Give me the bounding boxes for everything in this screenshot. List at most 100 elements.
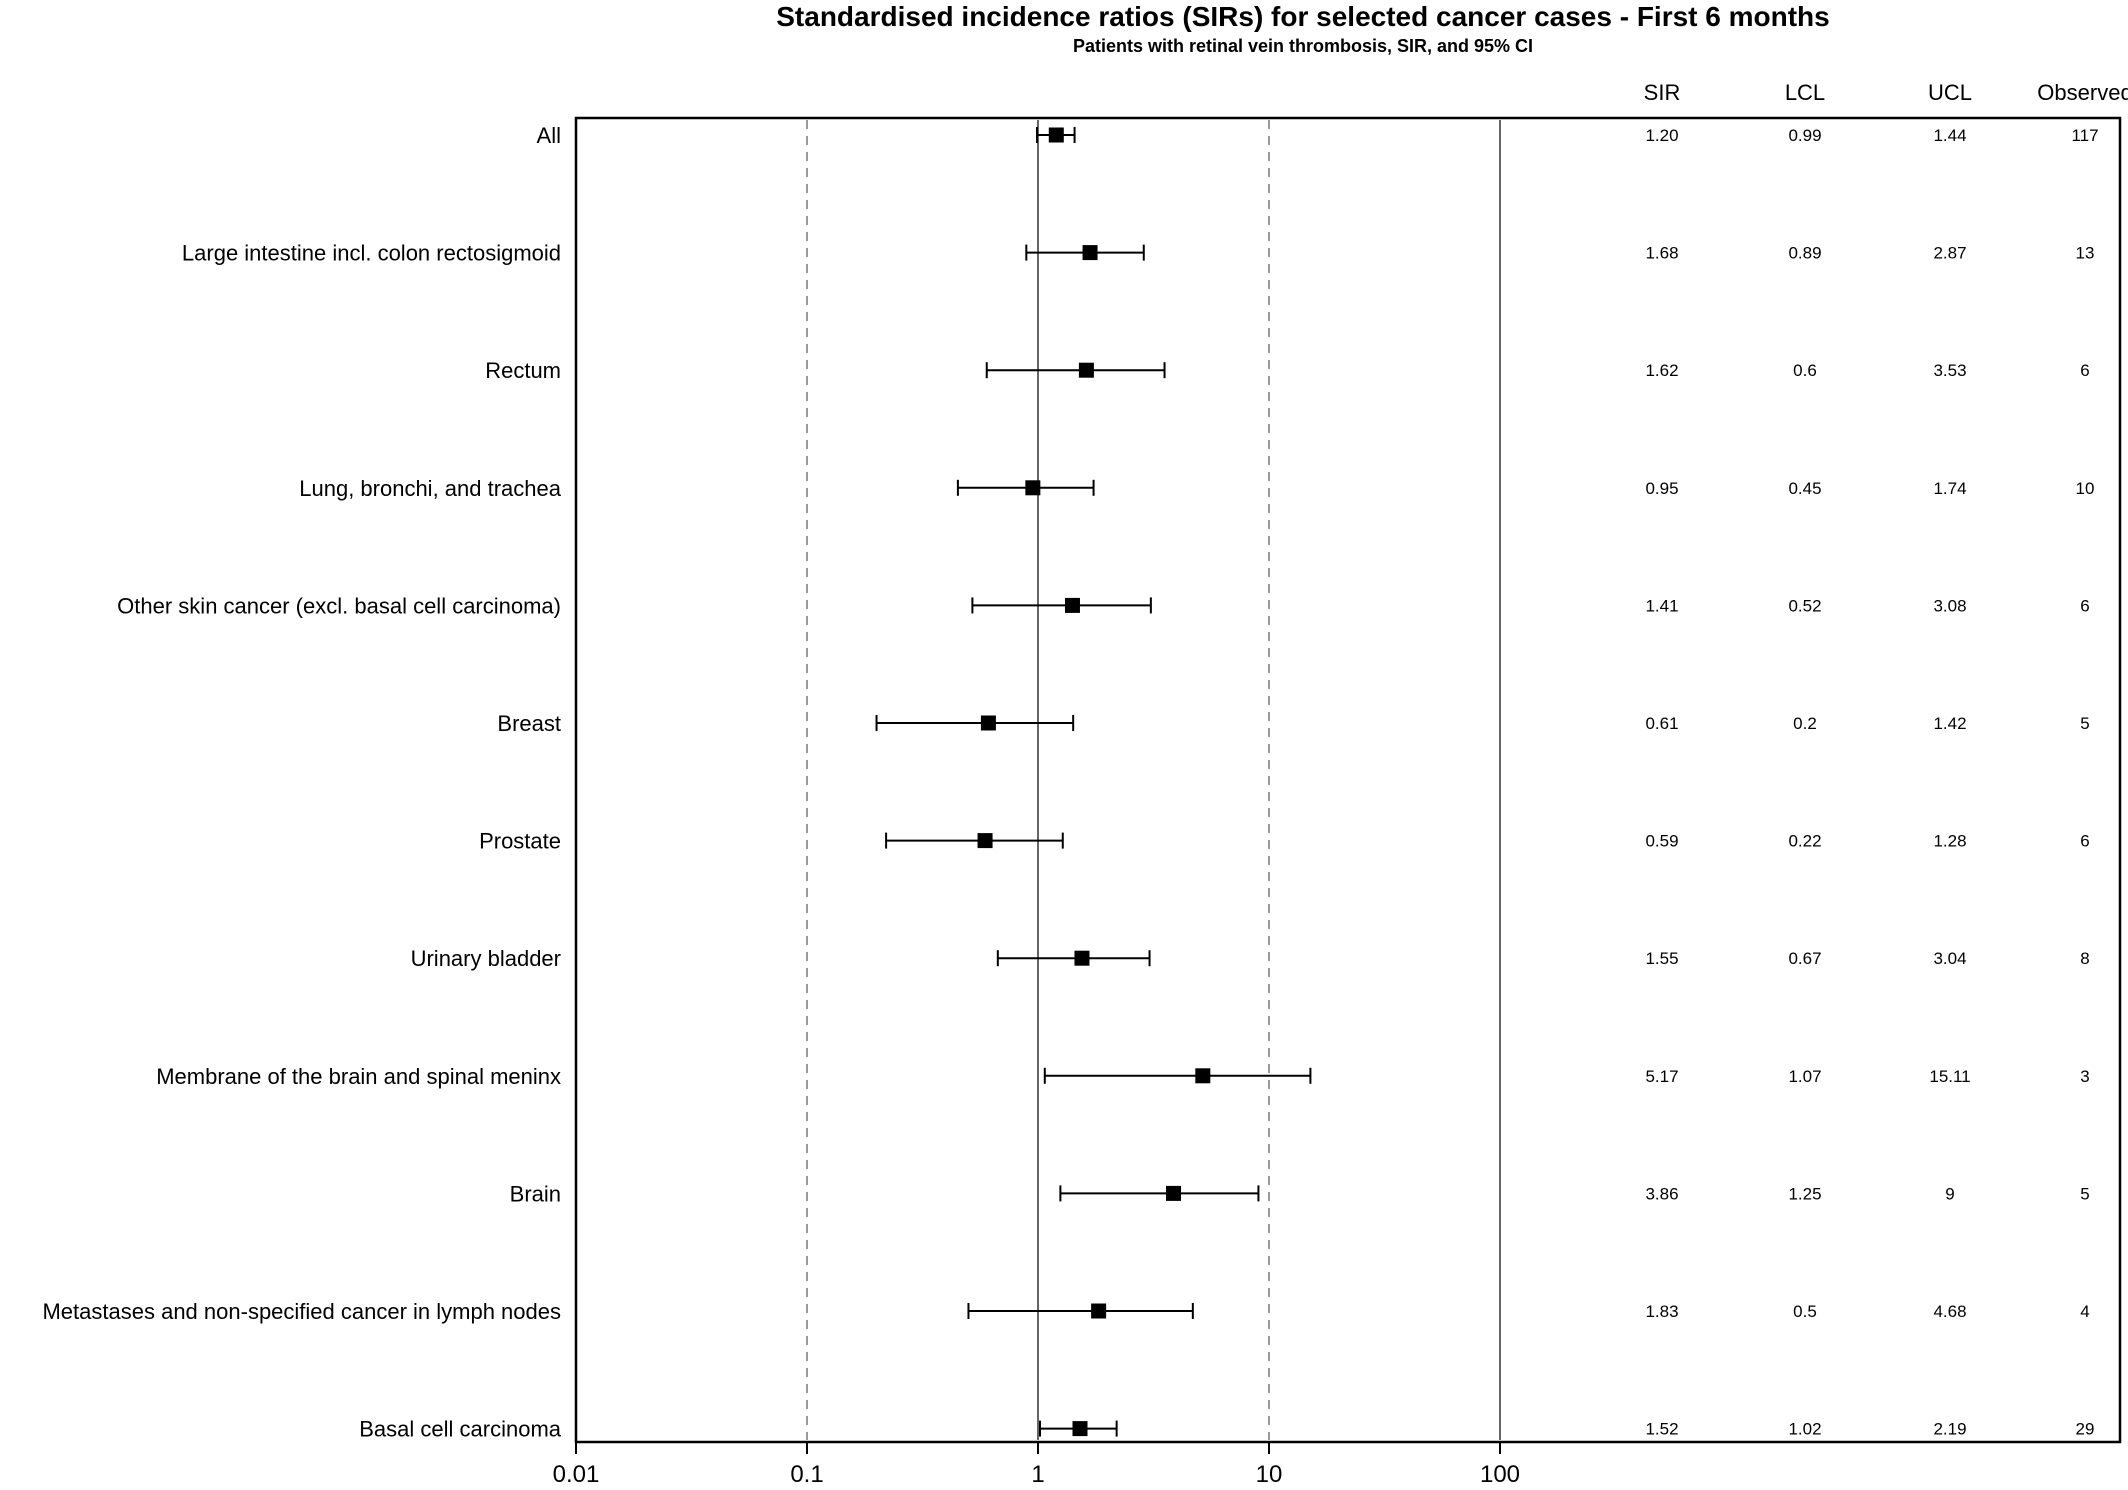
row-value-observed: 10 [2076, 479, 2095, 498]
row-value-ucl: 2.87 [1933, 244, 1966, 263]
row-label: Rectum [485, 358, 561, 383]
row-value-sir: 1.20 [1645, 126, 1678, 145]
row-value-ucl: 1.44 [1933, 126, 1966, 145]
row-value-sir: 1.68 [1645, 244, 1678, 263]
row-value-ucl: 3.04 [1933, 949, 1966, 968]
column-header-ucl: UCL [1928, 80, 1972, 105]
row-label: Metastases and non-specified cancer in l… [42, 1299, 561, 1324]
column-header-lcl: LCL [1785, 80, 1825, 105]
row-value-sir: 0.95 [1645, 479, 1678, 498]
x-tick-label: 10 [1256, 1461, 1283, 1488]
forest-row: Metastases and non-specified cancer in l… [42, 1299, 2089, 1324]
row-value-lcl: 0.67 [1788, 949, 1821, 968]
sir-point [1082, 245, 1098, 261]
row-label: Lung, bronchi, and trachea [299, 476, 562, 501]
row-value-sir: 1.41 [1645, 596, 1678, 615]
row-value-ucl: 1.42 [1933, 714, 1966, 733]
x-tick-label: 0.01 [553, 1461, 600, 1488]
row-label: Membrane of the brain and spinal meninx [156, 1064, 561, 1089]
sir-point [1064, 597, 1080, 613]
plot-frame [574, 116, 2122, 1444]
row-value-ucl: 3.53 [1933, 361, 1966, 380]
row-label: Brain [510, 1181, 561, 1206]
row-label: Basal cell carcinoma [359, 1417, 562, 1442]
x-tick-label: 0.1 [790, 1461, 823, 1488]
column-headers: SIR LCL UCL Observed [1644, 80, 2128, 105]
forest-row: Other skin cancer (excl. basal cell carc… [117, 593, 2090, 618]
row-value-lcl: 0.45 [1788, 479, 1821, 498]
sir-point [1091, 1303, 1107, 1319]
row-value-sir: 1.52 [1645, 1420, 1678, 1439]
row-value-lcl: 0.22 [1788, 832, 1821, 851]
x-tick-label: 1 [1031, 1461, 1044, 1488]
forest-row: Urinary bladder 1.55 0.67 3.04 8 [411, 946, 2090, 971]
sir-point [1074, 950, 1090, 966]
row-value-ucl: 1.74 [1933, 479, 1966, 498]
forest-row: Brain 3.86 1.25 9 5 [510, 1181, 2090, 1206]
sir-point [1166, 1185, 1182, 1201]
row-value-ucl: 1.28 [1933, 832, 1966, 851]
sir-point [1025, 480, 1041, 496]
row-value-observed: 13 [2076, 244, 2095, 263]
row-value-observed: 5 [2080, 714, 2089, 733]
row-label: Breast [497, 711, 561, 736]
row-value-sir: 5.17 [1645, 1067, 1678, 1086]
row-value-observed: 117 [2071, 126, 2098, 145]
row-value-sir: 0.61 [1645, 714, 1678, 733]
row-value-observed: 4 [2080, 1302, 2089, 1321]
sir-point [977, 833, 993, 849]
row-value-observed: 6 [2080, 832, 2089, 851]
row-value-ucl: 9 [1945, 1184, 1954, 1203]
sir-point [1078, 362, 1094, 378]
row-value-lcl: 0.6 [1793, 361, 1817, 380]
row-value-observed: 5 [2080, 1184, 2089, 1203]
row-value-lcl: 0.5 [1793, 1302, 1817, 1321]
row-value-sir: 0.59 [1645, 832, 1678, 851]
forest-row: Rectum 1.62 0.6 3.53 6 [485, 358, 2090, 383]
row-value-observed: 6 [2080, 361, 2089, 380]
forest-row: Large intestine incl. colon rectosigmoid… [182, 241, 2095, 266]
row-label: Prostate [479, 829, 561, 854]
column-header-observed: Observed [2037, 80, 2128, 105]
sir-point [1048, 127, 1064, 143]
chart-subtitle: Patients with retinal vein thrombosis, S… [1073, 36, 1533, 56]
row-value-lcl: 0.89 [1788, 244, 1821, 263]
reference-lines [806, 120, 1501, 1440]
chart-title: Standardised incidence ratios (SIRs) for… [776, 1, 1829, 32]
row-value-sir: 1.55 [1645, 949, 1678, 968]
row-value-lcl: 1.02 [1788, 1420, 1821, 1439]
row-value-lcl: 0.2 [1793, 714, 1817, 733]
row-value-lcl: 1.07 [1788, 1067, 1821, 1086]
row-value-sir: 1.62 [1645, 361, 1678, 380]
row-value-ucl: 15.11 [1929, 1067, 1970, 1086]
row-value-lcl: 0.99 [1788, 126, 1821, 145]
column-header-sir: SIR [1644, 80, 1681, 105]
forest-row: Basal cell carcinoma 1.52 1.02 2.19 29 [359, 1417, 2094, 1442]
row-value-ucl: 4.68 [1933, 1302, 1966, 1321]
row-value-observed: 8 [2080, 949, 2089, 968]
row-value-sir: 3.86 [1645, 1184, 1678, 1203]
forest-row: Membrane of the brain and spinal meninx 5… [156, 1064, 2090, 1089]
row-value-observed: 3 [2080, 1067, 2089, 1086]
forest-row: All 1.20 0.99 1.44 117 [537, 123, 2099, 148]
forest-row: Prostate 0.59 0.22 1.28 6 [479, 829, 2090, 854]
forest-row: Lung, bronchi, and trachea 0.95 0.45 1.74 10 [299, 476, 2094, 501]
row-label: All [537, 123, 561, 148]
forest-rows: All 1.20 0.99 1.44 117 Large intestine incl. … [42, 123, 2098, 1442]
row-value-observed: 6 [2080, 596, 2089, 615]
sir-point [980, 715, 996, 731]
x-axis-ticks: 0.01 0.1 1 10 100 [553, 1442, 1520, 1488]
sir-point [1195, 1068, 1211, 1084]
row-value-lcl: 0.52 [1788, 596, 1821, 615]
sir-point [1072, 1421, 1088, 1437]
forest-row: Breast 0.61 0.2 1.42 5 [497, 711, 2089, 736]
row-label: Urinary bladder [411, 946, 561, 971]
row-label: Large intestine incl. colon rectosigmoid [182, 241, 561, 266]
row-value-ucl: 2.19 [1933, 1420, 1966, 1439]
row-value-sir: 1.83 [1645, 1302, 1678, 1321]
row-value-ucl: 3.08 [1933, 596, 1966, 615]
row-label: Other skin cancer (excl. basal cell carc… [117, 593, 561, 618]
row-value-observed: 29 [2076, 1420, 2095, 1439]
row-value-lcl: 1.25 [1788, 1184, 1821, 1203]
